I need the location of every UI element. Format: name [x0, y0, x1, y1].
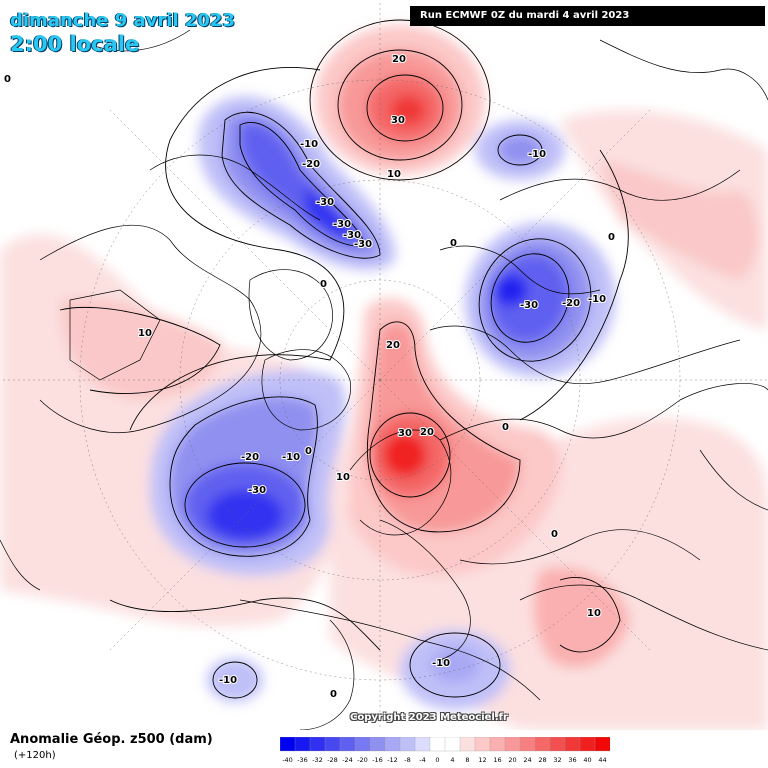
contour-label: 10	[336, 472, 350, 483]
legend-label: 32	[553, 756, 561, 764]
legend-swatch	[594, 737, 610, 752]
contour-label: -10	[219, 675, 237, 686]
legend-swatch	[309, 737, 326, 752]
contour-label: -20	[562, 298, 580, 309]
legend-label: 40	[583, 756, 591, 764]
forecast-time: 2:00 locale	[10, 32, 140, 56]
lead-time: (+120h)	[14, 750, 56, 761]
contour-label: 0	[4, 74, 11, 85]
contour-label: -10	[300, 139, 318, 150]
contour-label: -30	[248, 485, 266, 496]
contour-label: -10	[432, 658, 450, 669]
contour-label: 20	[392, 54, 406, 65]
geopotential-anomaly-map: 20 30 10 -10 -20 -30 -30 -30 -30 0 -10 0…	[0, 0, 768, 730]
legend-label: 36	[568, 756, 576, 764]
legend-label: -4	[419, 756, 425, 764]
legend-label: -36	[297, 756, 308, 764]
legend-swatch	[534, 737, 551, 752]
contour-label: -10	[588, 294, 606, 305]
contour-label: 0	[450, 238, 457, 249]
contour-label: -20	[241, 452, 259, 463]
contour-label: 0	[320, 279, 327, 290]
legend-label: 4	[450, 756, 454, 764]
variable-title: Anomalie Géop. z500 (dam)	[10, 732, 213, 747]
legend-swatch	[429, 737, 446, 752]
legend-swatch	[384, 737, 401, 752]
legend-swatch	[414, 737, 431, 752]
contour-labels: 20 30 10 -10 -20 -30 -30 -30 -30 0 -10 0…	[3, 53, 616, 701]
legend-swatch	[564, 737, 581, 752]
legend-label: 8	[465, 756, 469, 764]
legend-label: -24	[342, 756, 353, 764]
legend-label: -40	[282, 756, 293, 764]
legend-swatch	[549, 737, 566, 752]
legend-label: -8	[404, 756, 410, 764]
contour-label: 10	[138, 328, 152, 339]
legend-label: 12	[478, 756, 486, 764]
legend-label: -32	[312, 756, 323, 764]
run-info-banner: Run ECMWF 0Z du mardi 4 avril 2023	[410, 6, 765, 26]
legend-swatch	[294, 737, 311, 752]
contour-label: -10	[282, 452, 300, 463]
legend-swatch	[459, 737, 476, 752]
legend-swatch	[280, 737, 296, 752]
contour-label: 0	[551, 529, 558, 540]
contour-label: 0	[330, 689, 337, 700]
legend-label: 44	[598, 756, 606, 764]
legend-swatch	[444, 737, 461, 752]
legend-label: 28	[538, 756, 546, 764]
contour-label: -20	[302, 159, 320, 170]
legend-swatch	[474, 737, 491, 752]
contour-label: 0	[608, 232, 615, 243]
copyright-text: Copyright 2023 Meteociel.fr	[350, 712, 508, 723]
contour-label: 10	[587, 608, 601, 619]
color-scale-legend: -40 -36 -32 -28 -24 -20 -16 -12 -8 -4 0 4 8 12 16 20 24 2…	[280, 737, 610, 764]
contour-label: 20	[420, 427, 434, 438]
anomaly-shading	[0, 25, 768, 730]
contour-label: 30	[398, 428, 412, 439]
legend-swatch	[324, 737, 341, 752]
legend-label: -28	[327, 756, 338, 764]
contour-lines	[59, 19, 629, 699]
legend-swatch	[489, 737, 506, 752]
contour-label: 10	[387, 169, 401, 180]
contour-label: 30	[391, 115, 405, 126]
contour-label: 20	[386, 340, 400, 351]
contour-label: -30	[354, 239, 372, 250]
legend-label: 20	[508, 756, 516, 764]
contour-label: -30	[316, 197, 334, 208]
legend-label: 16	[493, 756, 501, 764]
legend-label: 0	[435, 756, 439, 764]
contour-label: 0	[502, 422, 509, 433]
legend-swatch	[399, 737, 416, 752]
contour-label: 0	[305, 446, 312, 457]
legend-swatch	[369, 737, 386, 752]
legend-swatch	[579, 737, 596, 752]
legend-swatch	[354, 737, 371, 752]
legend-swatch	[519, 737, 536, 752]
legend-swatch	[504, 737, 521, 752]
legend-label: -16	[372, 756, 383, 764]
legend-swatch	[339, 737, 356, 752]
contour-label: -30	[333, 219, 351, 230]
legend-label: -12	[387, 756, 398, 764]
legend-label: 24	[523, 756, 531, 764]
forecast-date: dimanche 9 avril 2023	[10, 10, 235, 31]
legend-label: -20	[357, 756, 368, 764]
contour-label: -30	[343, 230, 361, 241]
contour-label: -30	[520, 300, 538, 311]
contour-label: -10	[528, 149, 546, 160]
